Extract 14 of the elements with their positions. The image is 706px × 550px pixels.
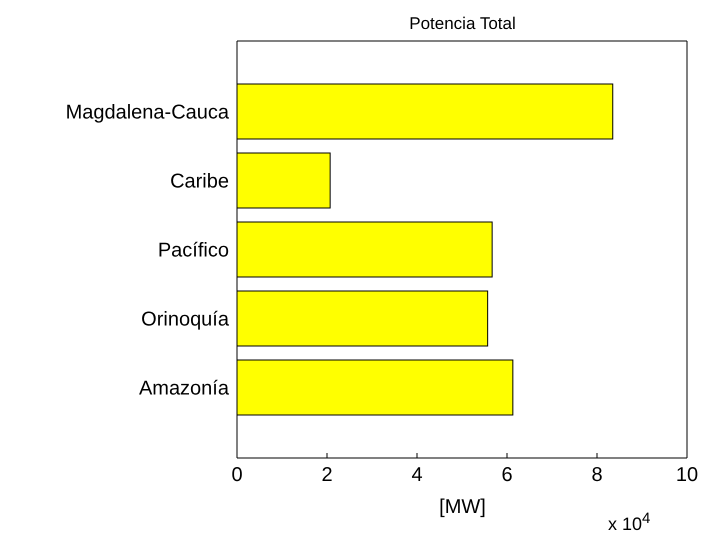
x-tick-label: 10 bbox=[676, 464, 698, 486]
x-tick-label: 2 bbox=[321, 464, 333, 486]
y-tick-label: Caribe bbox=[170, 170, 229, 193]
y-tick-label: Orinoquía bbox=[141, 308, 230, 331]
y-tick-label: Pacífico bbox=[158, 240, 229, 262]
chart-title: Potencia Total bbox=[408, 14, 517, 34]
x-tick-label: 0 bbox=[231, 464, 243, 486]
y-tick-label: Amazonía bbox=[138, 378, 230, 400]
y-tick-label: Magdalena-Cauca bbox=[66, 102, 230, 124]
x-tick-label: 4 bbox=[411, 464, 423, 486]
x-tick-label: 8 bbox=[591, 464, 603, 486]
x-tick-label: 6 bbox=[501, 464, 513, 486]
text: x 10$^{4}$ bbox=[608, 510, 650, 535]
x-axis-title: [MW] bbox=[439, 496, 486, 518]
